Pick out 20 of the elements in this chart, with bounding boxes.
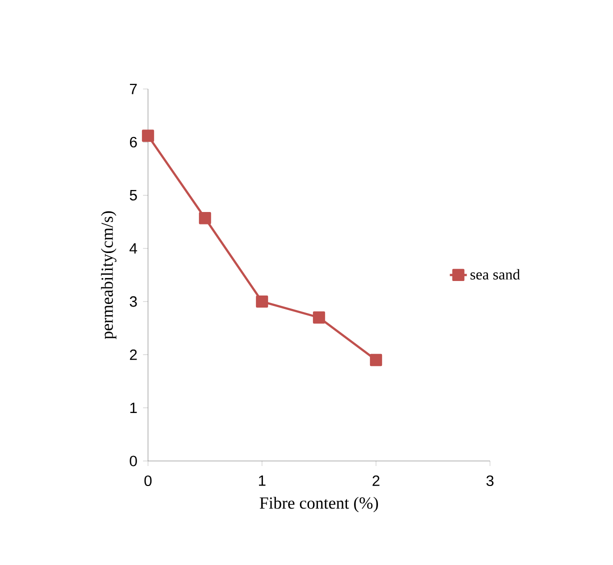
y-tick-label: 7 — [130, 84, 137, 94]
legend-label: sea sand — [470, 269, 520, 280]
y-tick-label: 6 — [130, 136, 137, 148]
x-tick-label: 0 — [144, 475, 152, 486]
point — [198, 212, 212, 224]
y-tick-label: 1 — [130, 402, 137, 413]
y-tick-label: 5 — [130, 190, 137, 200]
y-tick-label: 0 — [130, 456, 137, 466]
point — [312, 311, 326, 324]
y-tick-label: 3 — [130, 296, 137, 307]
y-tick-label: 2 — [130, 349, 137, 360]
point — [256, 295, 268, 308]
y-tick-label: 4 — [130, 243, 138, 254]
point — [142, 130, 154, 142]
x-tick-label: 3 — [486, 475, 494, 486]
x-tick-label: 2 — [372, 475, 380, 486]
y-axis-title: permeability(cm/s) — [100, 211, 116, 340]
x-axis-title: Fibre content (%) — [260, 496, 378, 512]
x-tick-label: 1 — [258, 475, 266, 486]
point — [370, 354, 382, 366]
